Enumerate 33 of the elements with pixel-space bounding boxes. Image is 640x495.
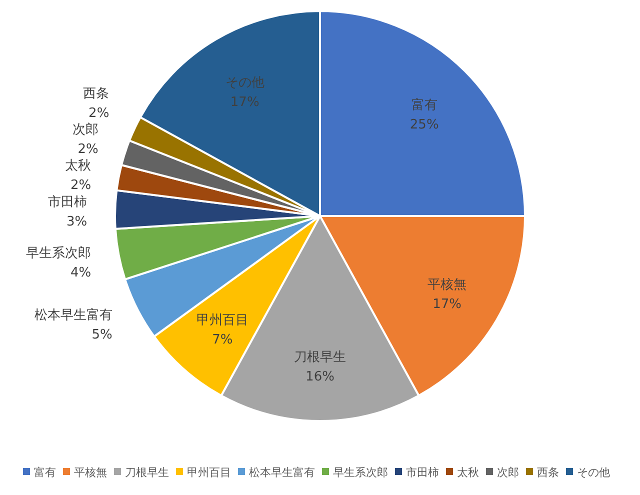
slice-label: 平核無 bbox=[428, 278, 467, 293]
slice-label: 甲州百目 bbox=[196, 313, 248, 328]
legend-label: 富有 bbox=[34, 466, 56, 479]
slice-label: 松本早生富有 bbox=[34, 307, 112, 324]
data-label: 2% bbox=[70, 178, 92, 194]
legend-label: 次郎 bbox=[497, 466, 519, 479]
slice-label: 早生系次郎 bbox=[26, 245, 92, 262]
slice-label: 西条 bbox=[83, 86, 110, 102]
data-label: 7% bbox=[212, 332, 233, 348]
legend-label: 市田柿 bbox=[406, 466, 439, 479]
legend-label: 松本早生富有 bbox=[249, 466, 315, 479]
data-label: 4% bbox=[70, 266, 92, 281]
slice-label: 刀根早生 bbox=[294, 350, 346, 365]
legend-label: その他 bbox=[577, 466, 610, 479]
slice-label: その他 bbox=[225, 75, 264, 90]
data-label: 17% bbox=[432, 297, 462, 312]
slice-label: 太秋 bbox=[65, 158, 92, 174]
slice-label: 市田柿 bbox=[48, 195, 88, 210]
data-label: 17% bbox=[230, 94, 260, 110]
data-label: 25% bbox=[410, 118, 439, 133]
legend-label: 西条 bbox=[537, 466, 559, 479]
slice-label: 次郎 bbox=[72, 122, 98, 138]
legend-label: 早生系次郎 bbox=[333, 466, 388, 479]
legend-label: 平核無 bbox=[74, 466, 107, 479]
data-label: 2% bbox=[78, 142, 98, 158]
legend-label: 甲州百目 bbox=[187, 466, 231, 479]
data-label: 5% bbox=[92, 328, 112, 343]
legend-label: 刀根早生 bbox=[125, 466, 169, 479]
data-label: 3% bbox=[66, 214, 88, 230]
data-label: 2% bbox=[88, 106, 110, 122]
legend-label: 太秋 bbox=[457, 466, 479, 479]
data-label: 16% bbox=[306, 370, 334, 384]
slice-label: 富有 bbox=[411, 97, 438, 114]
